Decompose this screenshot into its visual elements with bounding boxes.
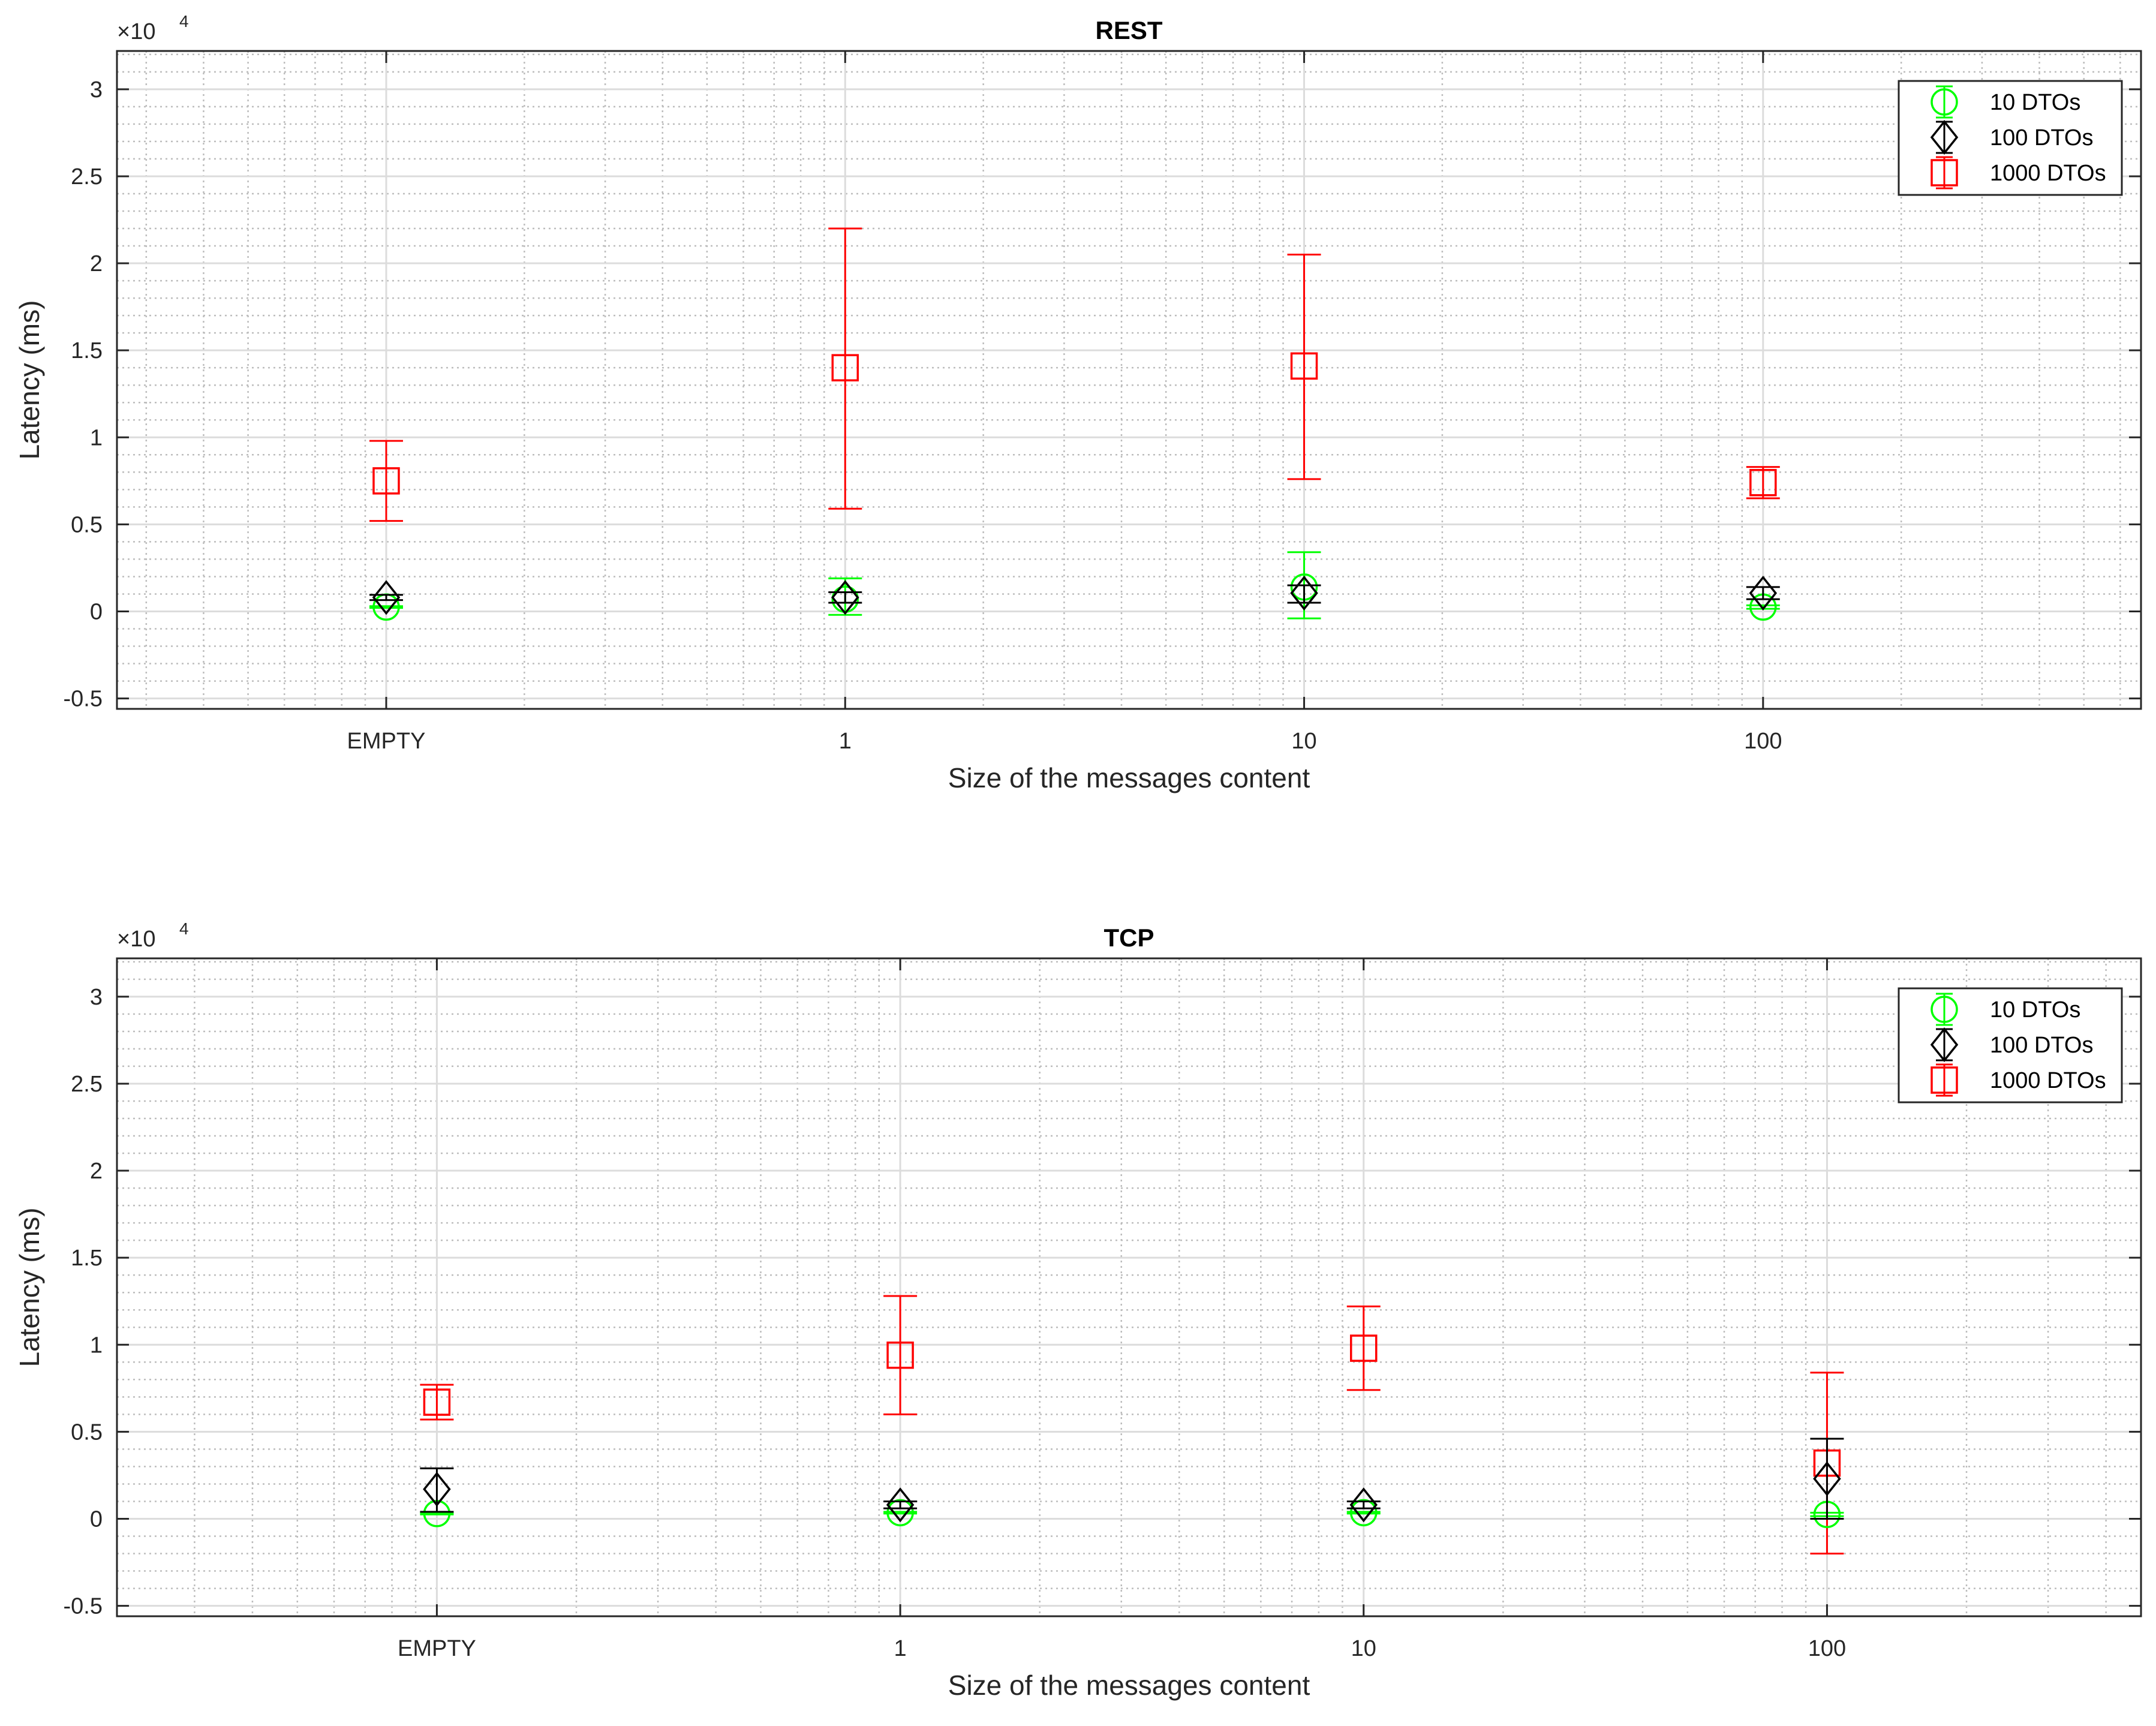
legend-marker-square [1931, 159, 1958, 187]
data-point-square [1350, 1334, 1378, 1362]
y-tick-label: 2 [90, 1159, 103, 1184]
major-grid [117, 958, 2141, 1616]
legend-marker-circle [1931, 996, 1958, 1023]
x-tick-label: 10 [1351, 1636, 1376, 1661]
data-point-diamond [886, 1487, 915, 1523]
axes-box [116, 957, 2142, 1617]
chart-title: REST [1095, 16, 1162, 44]
x-tick-label: EMPTY [398, 1636, 476, 1661]
series-100-dtos [420, 1438, 1844, 1523]
data-point-square [831, 354, 859, 381]
x-tick-label: 100 [1744, 729, 1782, 754]
y-tick-label: 2 [90, 251, 103, 276]
legend-marker-diamond [1930, 119, 1959, 155]
y-tick-label: 1.5 [71, 1246, 103, 1271]
x-axis-label: Size of the messages content [948, 762, 1310, 793]
plot-area [117, 958, 2141, 1616]
chart-panel-rest: -0.5 0 0.5 1 1.5 2 2.5 3 EMPTY 1 10 100 ×10 4 REST Size… [14, 12, 2142, 793]
legend-marker-diamond [1930, 1027, 1959, 1063]
legend-box [1898, 80, 2123, 196]
series-1000-dtos [420, 1295, 1844, 1555]
legend-label: 10 DTOs [1990, 997, 2080, 1023]
legend-label: 1000 DTOs [1990, 1068, 2106, 1093]
data-point-square [1290, 352, 1318, 380]
x-tick-label: 1 [894, 1636, 907, 1661]
legend-label: 10 DTOs [1990, 90, 2080, 115]
y-tick-label: -0.5 [64, 1594, 103, 1619]
y-tick-label: 0.5 [71, 512, 103, 537]
x-tick-label: EMPTY [347, 729, 426, 754]
data-point-diamond [1749, 575, 1778, 611]
y-tick-label: -0.5 [64, 687, 103, 712]
y-exponent-label: ×10 [117, 927, 155, 952]
y-tick-labels: -0.5 0 0.5 1 1.5 2 2.5 3 [64, 985, 2141, 1619]
data-point-square [886, 1341, 914, 1369]
y-tick-label: 2.5 [71, 164, 103, 190]
data-point-diamond [423, 1472, 451, 1507]
chart-panel-tcp: -0.5 0 0.5 1 1.5 2 2.5 3 EMPTY 1 10 100 ×10 4 TCP Size … [14, 919, 2142, 1701]
x-tick-labels: EMPTY 1 10 100 [347, 51, 1782, 754]
legend-label: 1000 DTOs [1990, 161, 2106, 186]
axes-box [116, 50, 2142, 710]
y-axis-label: Latency (ms) [14, 300, 45, 460]
y-tick-label: 1.5 [71, 338, 103, 363]
y-tick-label: 3 [90, 985, 103, 1010]
data-point-square [1749, 468, 1777, 497]
data-point-circle [1350, 1499, 1378, 1527]
legend: 10 DTOs 100 DTOs 1000 DTOs [1898, 987, 2123, 1103]
y-tick-label: 2.5 [71, 1072, 103, 1097]
x-axis-label: Size of the messages content [948, 1670, 1310, 1701]
data-point-diamond [1813, 1461, 1841, 1496]
y-tick-label: 1 [90, 425, 103, 450]
data-point-circle [886, 1499, 914, 1527]
x-tick-label: 1 [839, 729, 852, 754]
legend-marker-circle [1931, 88, 1958, 116]
y-tick-labels: -0.5 0 0.5 1 1.5 2 2.5 3 [64, 77, 2141, 712]
series-1000-dtos [369, 227, 1780, 522]
y-axis-label: Latency (ms) [14, 1208, 45, 1367]
y-tick-label: 3 [90, 77, 103, 103]
data-point-square [372, 467, 400, 495]
legend-marker-square [1931, 1066, 1958, 1094]
chart-title: TCP [1104, 924, 1154, 952]
data-point-diamond [372, 580, 401, 615]
y-tick-label: 1 [90, 1333, 103, 1358]
x-tick-label: 100 [1808, 1636, 1846, 1661]
series-100-dtos [369, 575, 1780, 615]
legend-label: 100 DTOs [1990, 125, 2093, 151]
y-tick-label: 0 [90, 1507, 103, 1532]
y-exponent-power: 4 [179, 12, 189, 31]
plot-area [117, 51, 2141, 709]
legend: 10 DTOs 100 DTOs 1000 DTOs [1898, 80, 2123, 196]
data-point-diamond [1349, 1487, 1378, 1523]
minor-grid-x [194, 958, 2107, 1616]
data-point-diamond [831, 580, 859, 615]
data-point-square [423, 1388, 451, 1416]
y-tick-label: 0 [90, 599, 103, 624]
legend-label: 100 DTOs [1990, 1033, 2093, 1058]
y-exponent-power: 4 [179, 919, 189, 938]
x-tick-labels: EMPTY 1 10 100 [398, 958, 1846, 1661]
legend-box [1898, 987, 2123, 1103]
y-exponent-label: ×10 [117, 19, 155, 44]
y-tick-label: 0.5 [71, 1420, 103, 1445]
x-tick-label: 10 [1291, 729, 1316, 754]
data-point-diamond [1290, 575, 1318, 611]
